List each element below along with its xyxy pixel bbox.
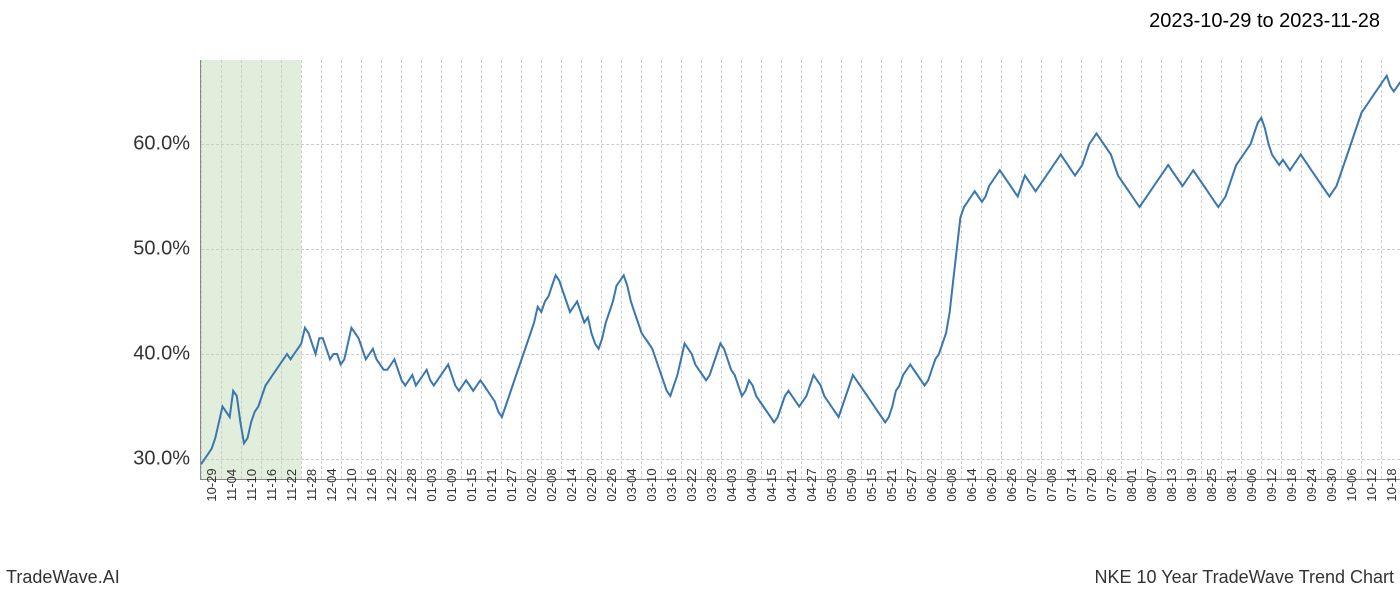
x-axis-label: 10-18: [1384, 468, 1399, 501]
x-axis-label: 02-26: [604, 468, 619, 501]
x-axis-label: 09-18: [1284, 468, 1299, 501]
x-axis-label: 05-21: [884, 468, 899, 501]
x-axis-label: 10-29: [204, 468, 219, 501]
x-axis-label: 04-27: [804, 468, 819, 501]
x-axis-label: 03-16: [664, 468, 679, 501]
x-axis-label: 04-15: [764, 468, 779, 501]
x-axis-label: 11-28: [304, 469, 319, 501]
x-axis-label: 01-21: [484, 468, 499, 501]
x-axis-label: 06-02: [924, 468, 939, 501]
plot-box: [200, 60, 1400, 480]
x-axis-label: 03-10: [644, 468, 659, 501]
x-axis-label: 01-27: [504, 468, 519, 501]
x-axis-label: 09-12: [1264, 468, 1279, 501]
x-axis-label: 03-04: [624, 468, 639, 501]
x-axis-label: 12-10: [344, 468, 359, 501]
x-axis-label: 03-22: [684, 468, 699, 501]
x-axis-label: 08-01: [1124, 468, 1139, 501]
x-axis-label: 01-09: [444, 468, 459, 501]
x-axis-label: 11-04: [224, 469, 239, 501]
x-axis-label: 05-09: [844, 468, 859, 501]
x-axis-label: 04-21: [784, 468, 799, 501]
x-axis-label: 08-25: [1204, 468, 1219, 501]
x-axis-label: 05-27: [904, 468, 919, 501]
x-axis-label: 11-10: [244, 469, 259, 501]
chart-title: NKE 10 Year TradeWave Trend Chart: [1095, 567, 1395, 588]
line-series: [201, 60, 1400, 480]
x-axis-label: 11-22: [284, 469, 299, 501]
x-axis-label: 07-26: [1104, 468, 1119, 501]
x-axis-label: 09-06: [1244, 468, 1259, 501]
x-axis-label: 11-16: [264, 469, 279, 501]
x-axis-label: 09-24: [1304, 468, 1319, 501]
x-axis-label: 06-26: [1004, 468, 1019, 501]
x-axis-label: 10-12: [1364, 468, 1379, 501]
x-axis-label: 07-08: [1044, 468, 1059, 501]
x-axis-label: 03-28: [704, 468, 719, 501]
x-axis-label: 12-04: [324, 468, 339, 501]
x-axis-label: 06-20: [984, 468, 999, 501]
date-range: 2023-10-29 to 2023-11-28: [1149, 10, 1380, 33]
x-axis-label: 02-08: [544, 468, 559, 501]
x-axis-label: 07-20: [1084, 468, 1099, 501]
x-axis-label: 12-22: [384, 468, 399, 501]
x-axis-label: 01-15: [464, 468, 479, 501]
x-axis-label: 12-28: [404, 468, 419, 501]
x-axis-label: 08-13: [1164, 468, 1179, 501]
x-axis-label: 08-19: [1184, 468, 1199, 501]
y-axis-label: 50.0%: [133, 238, 190, 261]
y-axis-label: 60.0%: [133, 133, 190, 156]
x-axis-label: 06-08: [944, 468, 959, 501]
x-axis-label: 02-02: [524, 468, 539, 501]
x-axis-label: 12-16: [364, 468, 379, 501]
x-axis-label: 05-03: [824, 468, 839, 501]
footer-brand: TradeWave.AI: [6, 567, 120, 588]
x-axis-label: 04-03: [724, 468, 739, 501]
trend-chart: [200, 60, 1400, 480]
x-axis-label: 10-06: [1344, 468, 1359, 501]
x-axis-label: 08-31: [1224, 468, 1239, 501]
y-axis-label: 40.0%: [133, 343, 190, 366]
x-axis-label: 07-14: [1064, 468, 1079, 501]
x-axis-label: 09-30: [1324, 468, 1339, 501]
x-axis-label: 04-09: [744, 468, 759, 501]
x-axis-label: 01-03: [424, 468, 439, 501]
x-axis-label: 05-15: [864, 468, 879, 501]
x-axis-label: 07-02: [1024, 468, 1039, 501]
x-axis-label: 02-14: [564, 468, 579, 501]
x-axis-label: 02-20: [584, 468, 599, 501]
x-axis-label: 08-07: [1144, 468, 1159, 501]
x-axis-label: 06-14: [964, 468, 979, 501]
y-axis-label: 30.0%: [133, 448, 190, 471]
